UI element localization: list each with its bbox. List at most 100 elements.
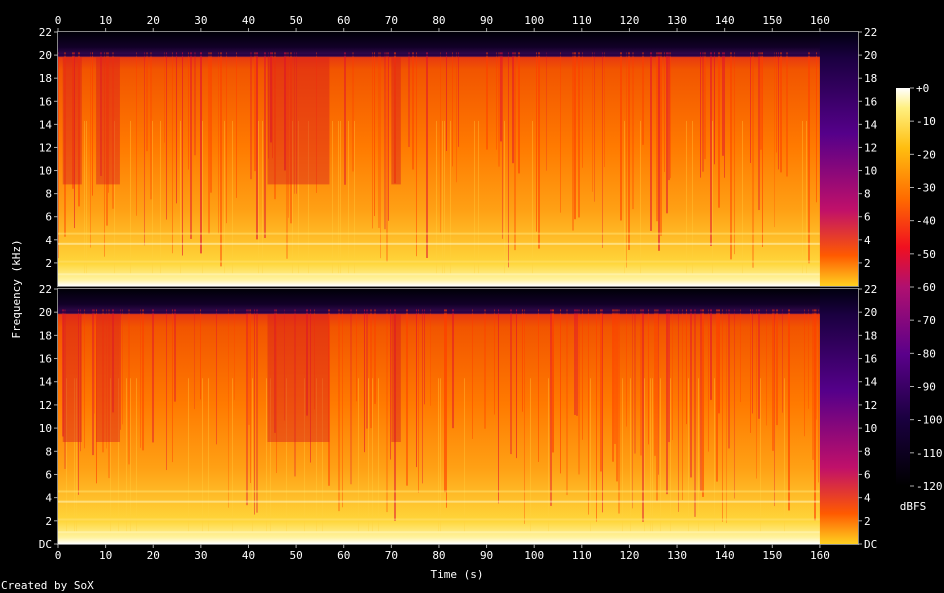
y-tick-label: 6 <box>864 468 871 481</box>
x-tick-label: 140 <box>715 549 735 562</box>
x-tick-label: 160 <box>810 549 830 562</box>
x-tick-label: 20 <box>147 549 160 562</box>
colorbar-tick-label: -40 <box>916 215 936 228</box>
y-tick-label: 4 <box>45 492 52 505</box>
y-tick-label: 10 <box>39 422 52 435</box>
y-tick-label: 18 <box>39 329 52 342</box>
colorbar-label: dBFS <box>900 500 927 513</box>
y-tick-label: 20 <box>864 306 877 319</box>
x-tick-label: 50 <box>289 549 302 562</box>
colorbar-tick-label: -90 <box>916 381 936 394</box>
x-tick-label: 140 <box>715 14 735 27</box>
x-tick-label: 100 <box>524 14 544 27</box>
x-tick-label: 80 <box>432 14 445 27</box>
y-tick-label: 16 <box>39 95 52 108</box>
colorbar-tick-label: +0 <box>916 82 929 95</box>
y-tick-label: 8 <box>45 188 52 201</box>
x-tick-label: 10 <box>99 14 112 27</box>
colorbar-tick-label: -80 <box>916 347 936 360</box>
y-tick-label: 20 <box>39 306 52 319</box>
x-tick-label: 60 <box>337 549 350 562</box>
x-tick-label: 30 <box>194 14 207 27</box>
x-tick-label: 80 <box>432 549 445 562</box>
x-tick-label: 0 <box>55 14 62 27</box>
y-tick-label: 14 <box>864 118 878 131</box>
y-tick-label: 22 <box>39 283 52 296</box>
x-tick-label: 10 <box>99 549 112 562</box>
y-tick-label: 12 <box>39 399 52 412</box>
y-tick-label: 20 <box>39 49 52 62</box>
x-tick-label: 150 <box>762 14 782 27</box>
y-tick-label: DC <box>864 538 877 551</box>
x-tick-label: 50 <box>289 14 302 27</box>
y-tick-label: 10 <box>39 165 52 178</box>
y-tick-label: 16 <box>864 95 877 108</box>
y-tick-label: 2 <box>864 257 871 270</box>
y-tick-label: 12 <box>39 141 52 154</box>
x-tick-label: 30 <box>194 549 207 562</box>
x-tick-label: 20 <box>147 14 160 27</box>
x-tick-label: 90 <box>480 549 493 562</box>
colorbar-tick-label: -70 <box>916 314 936 327</box>
x-tick-label: 150 <box>762 549 782 562</box>
y-tick-label: 10 <box>864 165 877 178</box>
colorbar-tick-label: -10 <box>916 115 936 128</box>
y-tick-label: 22 <box>864 283 877 296</box>
x-tick-label: 120 <box>619 14 639 27</box>
footer-credit: Created by SoX <box>1 579 94 592</box>
x-axis-label: Time (s) <box>431 568 484 581</box>
spectrogram-channel-2 <box>58 289 858 544</box>
y-tick-label: 6 <box>45 468 52 481</box>
colorbar: +0 -10 -20 -30 -40 -50 -60 -70 -80 -90 -100 -110 -12… <box>896 82 943 493</box>
x-tick-label: 40 <box>242 549 255 562</box>
y-tick-label: 16 <box>39 353 52 366</box>
x-tick-label: 70 <box>385 14 398 27</box>
y-tick-label: 14 <box>864 376 878 389</box>
y-tick-label: DC <box>39 538 52 551</box>
y-tick-label: 16 <box>864 353 877 366</box>
y-tick-label: 4 <box>864 492 871 505</box>
colorbar-tick-label: -60 <box>916 281 936 294</box>
colorbar-tick-label: -100 <box>916 414 943 427</box>
x-tick-label: 40 <box>242 14 255 27</box>
y-tick-label: 2 <box>45 515 52 528</box>
x-tick-label: 130 <box>667 549 687 562</box>
colorbar-tick-label: -20 <box>916 148 936 161</box>
y-tick-label: 4 <box>864 234 871 247</box>
y-tick-label: 2 <box>864 515 871 528</box>
colorbar-tick-label: -30 <box>916 182 936 195</box>
colorbar-tick-label: -50 <box>916 248 936 261</box>
y-axis-label: Frequency (kHz) <box>10 239 23 338</box>
y-tick-label: 14 <box>39 376 53 389</box>
x-tick-label: 110 <box>572 14 592 27</box>
y-tick-label: 6 <box>45 211 52 224</box>
colorbar-gradient <box>896 88 910 486</box>
y-tick-label: 12 <box>864 141 877 154</box>
x-tick-label: 70 <box>385 549 398 562</box>
y-tick-label: 18 <box>864 329 877 342</box>
x-tick-label: 100 <box>524 549 544 562</box>
x-tick-label: 90 <box>480 14 493 27</box>
y-tick-label: 22 <box>864 26 877 39</box>
x-tick-label: 160 <box>810 14 830 27</box>
y-tick-label: 14 <box>39 118 53 131</box>
y-tick-label: 8 <box>864 445 871 458</box>
spectrogram-panels <box>58 32 858 544</box>
x-tick-label: 60 <box>337 14 350 27</box>
colorbar-tick-label: -120 <box>916 480 943 493</box>
y-tick-label: 2 <box>45 257 52 270</box>
colorbar-tick-label: -110 <box>916 447 943 460</box>
y-tick-label: 6 <box>864 211 871 224</box>
y-tick-label: 18 <box>39 72 52 85</box>
x-tick-label: 120 <box>619 549 639 562</box>
y-tick-label: 20 <box>864 49 877 62</box>
y-tick-label: 10 <box>864 422 877 435</box>
y-tick-label: 22 <box>39 26 52 39</box>
x-tick-label: 0 <box>55 549 62 562</box>
x-tick-label: 110 <box>572 549 592 562</box>
y-tick-label: 8 <box>45 445 52 458</box>
x-tick-label: 130 <box>667 14 687 27</box>
y-tick-label: 4 <box>45 234 52 247</box>
